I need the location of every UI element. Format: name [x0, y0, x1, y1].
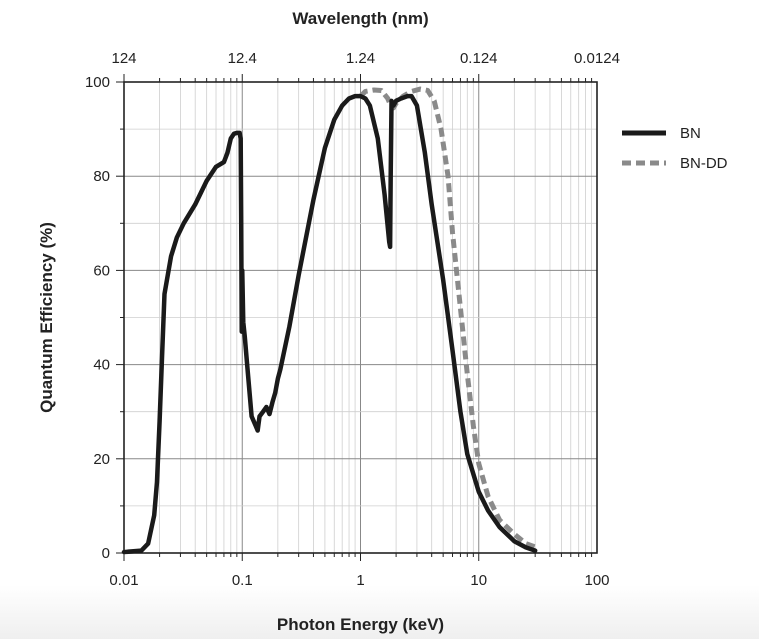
ticks — [116, 74, 593, 561]
legend-label-bn-dd: BN-DD — [680, 155, 728, 172]
x2-tick-label: 1.24 — [346, 50, 375, 67]
x-tick-label: 0.1 — [232, 572, 253, 589]
x-tick-label: 100 — [584, 572, 609, 589]
x-axis-title: Photon Energy (keV) — [277, 615, 444, 634]
x2-axis-title: Wavelength (nm) — [292, 9, 428, 28]
x-tick-label: 1 — [356, 572, 364, 589]
y-tick-label: 100 — [85, 74, 110, 91]
legend-label-bn: BN — [680, 125, 701, 142]
series-line-bn-dd — [358, 86, 537, 550]
y-tick-label: 40 — [93, 357, 110, 374]
y-tick-label: 20 — [93, 451, 110, 468]
x2-tick-label: 124 — [111, 50, 136, 67]
x2-tick-label: 12.4 — [228, 50, 257, 67]
y-axis-title: Quantum Efficiency (%) — [37, 222, 56, 413]
series — [121, 86, 538, 555]
y-tick-label: 80 — [93, 168, 110, 185]
footer-shade — [0, 585, 759, 639]
x-tick-label: 10 — [470, 572, 487, 589]
grid — [123, 81, 597, 554]
x-tick-label: 0.01 — [109, 572, 138, 589]
x2-tick-label: 0.124 — [460, 50, 498, 67]
legend: BN BN-DD — [622, 125, 728, 172]
y-tick-label: 60 — [93, 262, 110, 279]
x2-tick-label: 0.0124 — [574, 50, 620, 67]
y-tick-label: 0 — [102, 545, 110, 562]
series-line-bn — [121, 93, 538, 555]
